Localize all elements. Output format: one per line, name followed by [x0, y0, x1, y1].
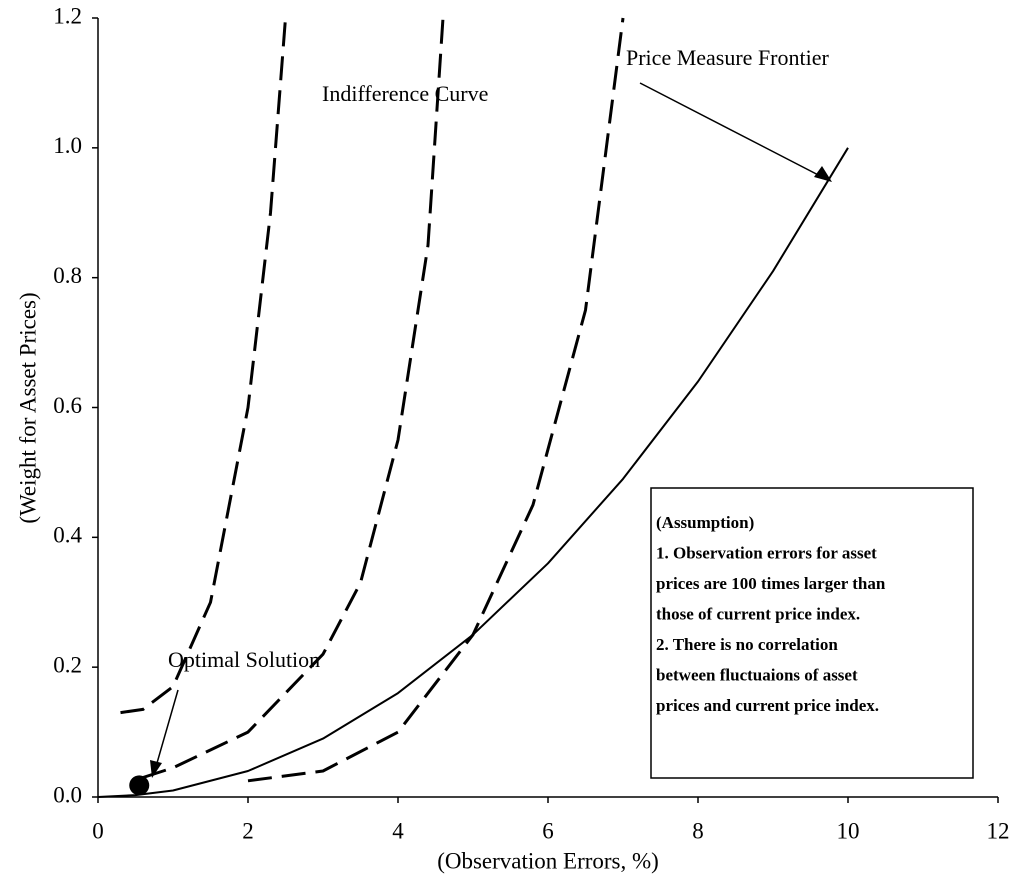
note-line: (Assumption): [656, 513, 754, 532]
note-box: [650, 487, 974, 779]
x-tick-label: 10: [837, 818, 860, 843]
optimal-point: [129, 775, 150, 796]
annotation: Optimal Solution: [168, 647, 320, 672]
x-tick-label: 6: [542, 818, 554, 843]
note-line: 2. There is no correlation: [656, 635, 838, 654]
annotation: Price Measure Frontier: [626, 45, 829, 70]
note-line: those of current price index.: [656, 605, 860, 624]
y-tick-label: 0.2: [53, 652, 82, 677]
arrow-head: [814, 166, 832, 182]
indifference-curve: [247, 17, 625, 783]
arrow: [154, 689, 179, 771]
x-tick-label: 4: [392, 818, 404, 843]
y-tick-label: 0.6: [53, 393, 82, 418]
x-tick-label: 2: [242, 818, 254, 843]
y-axis-title: (Weight for Asset Prices): [15, 292, 40, 523]
note-line: prices and current price index.: [656, 696, 879, 715]
note-line: 1. Observation errors for asset: [656, 544, 877, 563]
indifference-curve: [120, 17, 287, 715]
x-tick-label: 8: [692, 818, 704, 843]
x-tick-label: 0: [92, 818, 104, 843]
arrow: [639, 82, 829, 181]
indifference-curve: [142, 17, 445, 779]
y-tick-label: 0.8: [53, 263, 82, 288]
annotation: Indifference Curve: [322, 81, 488, 106]
x-tick-label: 12: [987, 818, 1010, 843]
note-line: prices are 100 times larger than: [656, 574, 886, 593]
frontier-line: [97, 147, 849, 798]
note-line: between fluctuaions of asset: [656, 666, 858, 685]
y-tick-label: 1.0: [53, 133, 82, 158]
y-tick-label: 1.2: [53, 3, 82, 28]
x-axis-title: (Observation Errors, %): [437, 848, 659, 873]
y-tick-label: 0.4: [53, 523, 82, 548]
y-tick-label: 0.0: [53, 782, 82, 807]
